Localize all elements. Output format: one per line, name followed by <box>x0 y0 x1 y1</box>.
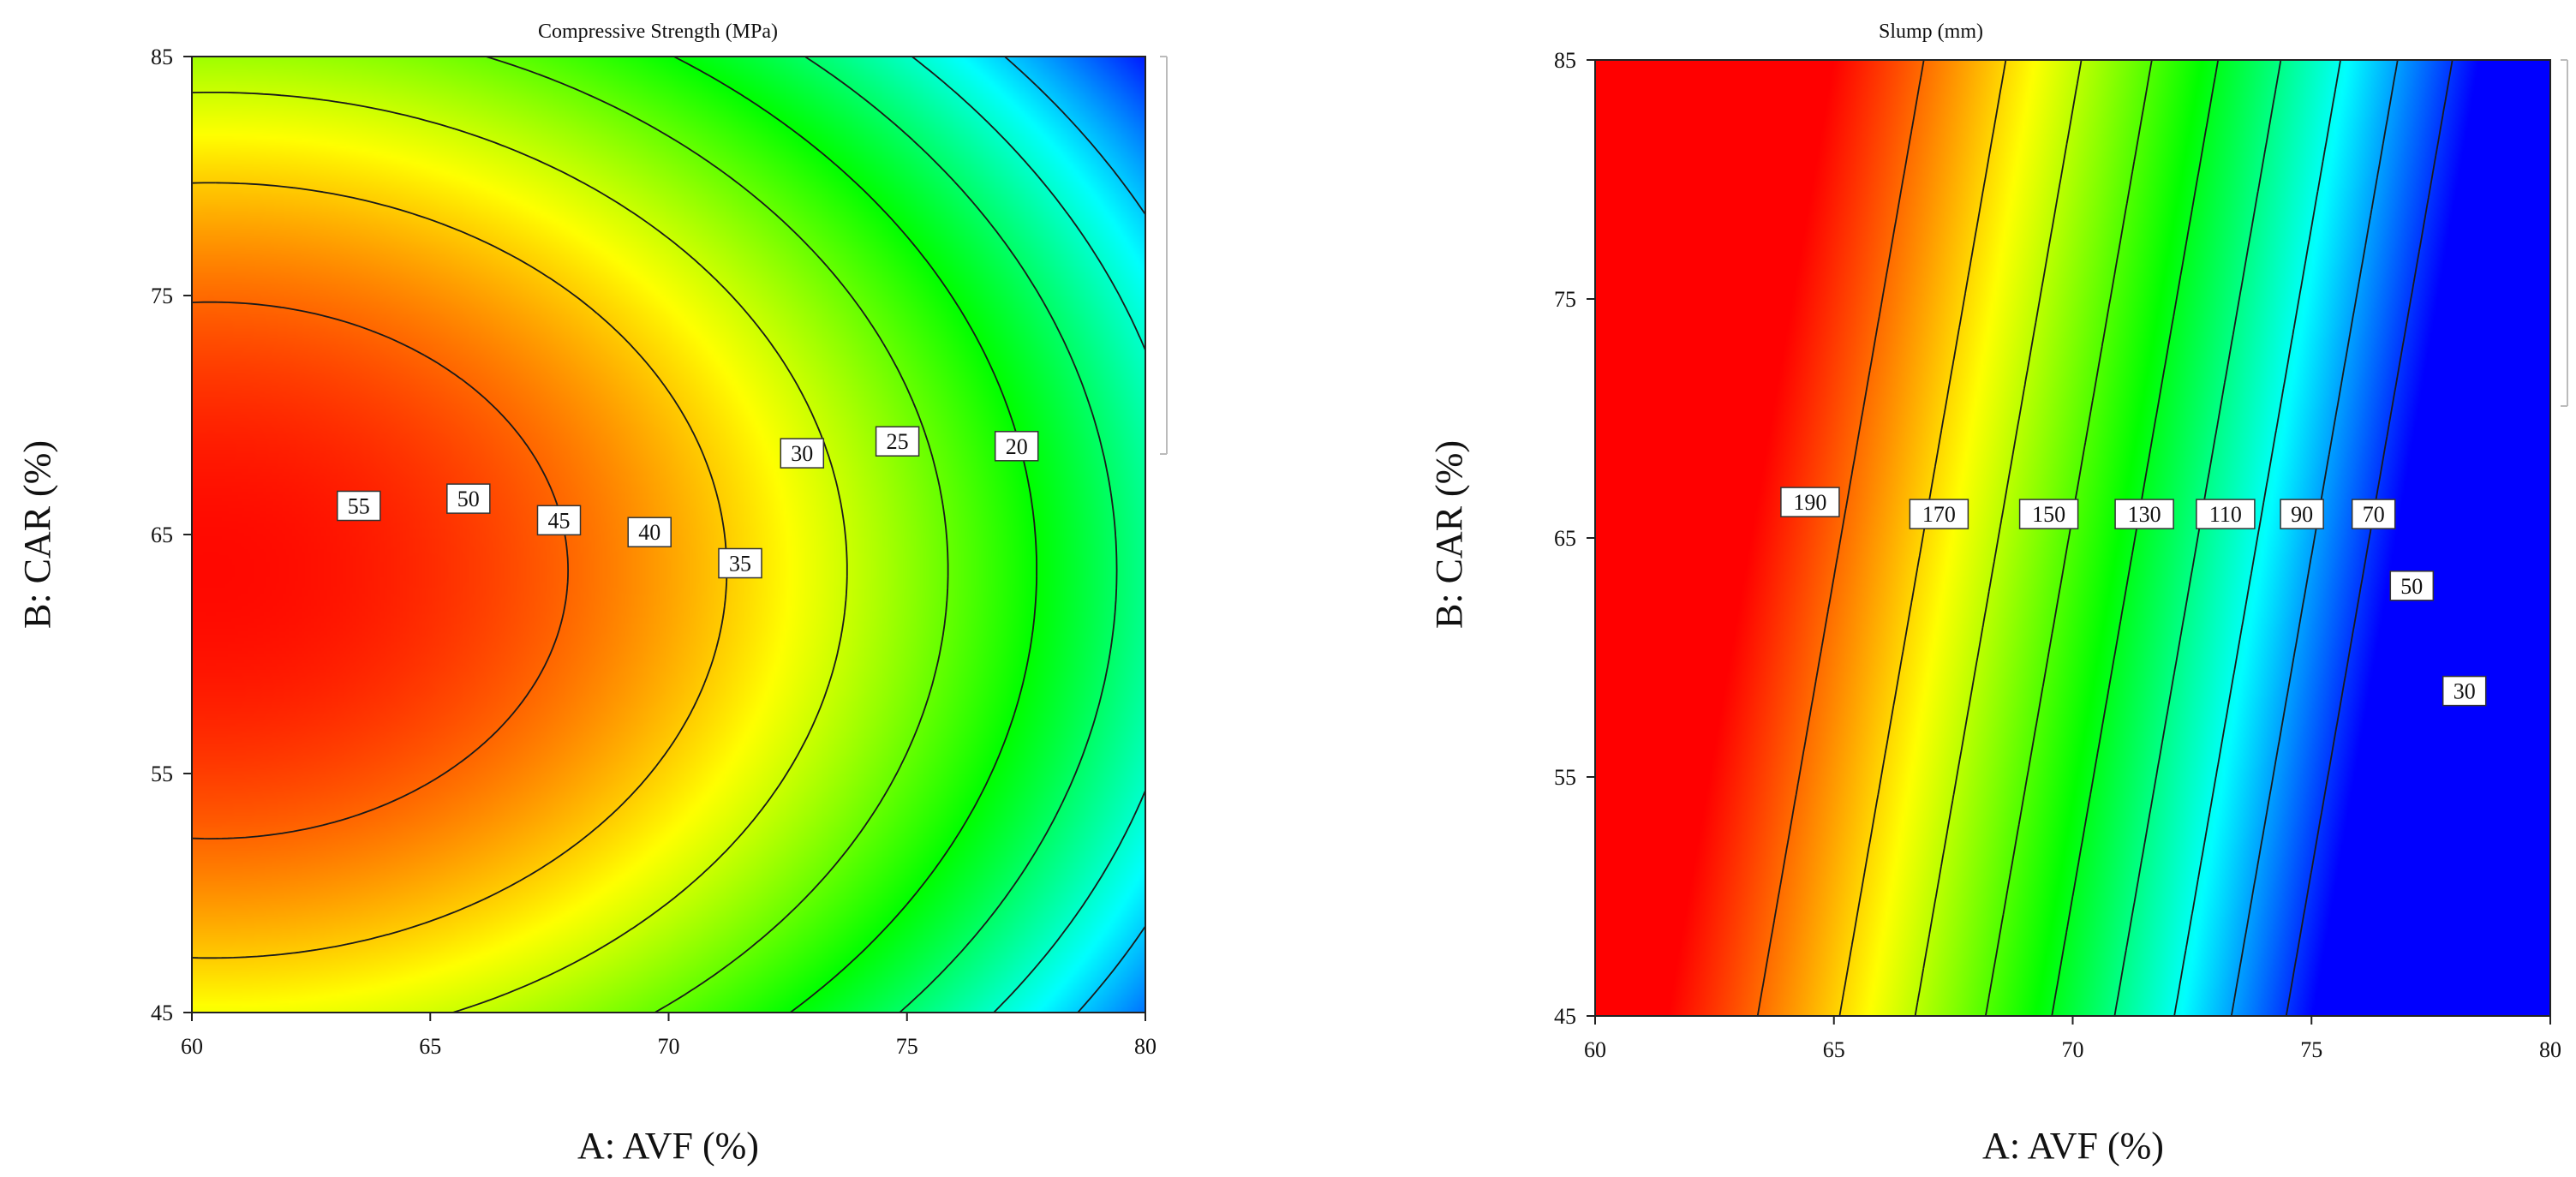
x-axis-label: A: AVF (%) <box>577 1125 759 1167</box>
contour-label: 30 <box>780 438 825 469</box>
y-tick-label: 45 <box>151 1001 173 1025</box>
contour-label: 190 <box>1780 487 1840 517</box>
x-ticks: 60 65 70 75 80 <box>181 1013 1157 1059</box>
x-tick-label: 80 <box>2539 1037 2561 1062</box>
contour-label-text: 30 <box>791 441 813 466</box>
contour-line-150 <box>1914 59 2083 1017</box>
contour-label-text: 40 <box>638 520 660 545</box>
y-axis-label: B: CAR (%) <box>1428 440 1470 629</box>
x-tick-label: 75 <box>2300 1037 2322 1062</box>
contour-label: 110 <box>2196 499 2256 529</box>
y-tick-label: 55 <box>151 762 173 786</box>
contour-labels: 190 170 150 130 110 90 70 50 30 <box>1780 487 2487 707</box>
contour-line-35 <box>673 56 1037 1013</box>
contour-label-text: 150 <box>2032 502 2065 527</box>
contour-label-text: 110 <box>2209 502 2242 527</box>
contour-label-text: 190 <box>1793 490 1826 515</box>
y-ticks: 45 55 65 75 85 <box>151 45 192 1025</box>
contour-label: 90 <box>2280 499 2324 529</box>
contour-label-text: 25 <box>887 429 909 454</box>
x-axis-label: A: AVF (%) <box>1982 1125 2164 1167</box>
contour-label: 150 <box>2018 499 2079 529</box>
contour-label: 70 <box>2351 499 2396 529</box>
colorbar-partial <box>2561 59 2568 407</box>
y-axis-label: B: CAR (%) <box>16 440 58 629</box>
contour-line-30 <box>2285 59 2453 1017</box>
contour-line-90 <box>2113 59 2282 1017</box>
contour-label-text: 35 <box>729 552 751 577</box>
contour-label-text: 90 <box>2291 502 2313 527</box>
y-tick-label: 45 <box>1554 1004 1576 1029</box>
contour-label-text: 20 <box>1006 434 1028 459</box>
y-tick-label: 65 <box>1554 526 1576 551</box>
contour-label: 35 <box>718 547 762 579</box>
contour-line-50 <box>2230 59 2399 1017</box>
contour-label-text: 70 <box>2363 502 2385 527</box>
contour-lines <box>191 56 1146 1013</box>
contour-label: 25 <box>875 426 920 457</box>
slump-panel: Slump (mm) 190 170 150 130 110 90 70 50 30 60 65 7… <box>1428 21 2568 1167</box>
contour-label: 30 <box>2442 675 2487 707</box>
compressive-strength-panel: Compressive Strength (MPa) 55 50 45 40 35 30 2… <box>16 21 1168 1167</box>
x-tick-label: 75 <box>896 1034 918 1059</box>
contour-label-text: 170 <box>1922 502 1956 527</box>
contour-label: 130 <box>2114 499 2174 529</box>
contour-line-130 <box>1984 59 2153 1017</box>
contour-label-text: 30 <box>2453 679 2476 704</box>
y-tick-label: 75 <box>1554 287 1576 312</box>
y-tick-label: 85 <box>1554 48 1576 73</box>
contour-label-text: 130 <box>2128 502 2161 527</box>
contour-label: 55 <box>337 490 381 522</box>
contour-label: 40 <box>627 517 672 547</box>
y-tick-label: 75 <box>151 284 173 308</box>
x-tick-label: 70 <box>2062 1037 2084 1062</box>
contour-label-text: 50 <box>457 487 480 511</box>
contour-line-190 <box>1756 59 1925 1017</box>
contour-labels: 55 50 45 40 35 30 25 20 <box>337 426 1039 579</box>
contour-line-25 <box>911 56 1146 1013</box>
contour-label: 20 <box>994 431 1039 462</box>
y-tick-label: 85 <box>151 45 173 69</box>
contour-line-110 <box>2051 59 2220 1017</box>
x-tick-label: 65 <box>419 1034 441 1059</box>
x-tick-label: 60 <box>1584 1037 1606 1062</box>
contour-label: 45 <box>536 505 582 536</box>
contour-heatmap <box>1595 60 2550 1016</box>
y-ticks: 45 55 65 75 85 <box>1554 48 1595 1029</box>
x-ticks: 60 65 70 75 80 <box>1584 1016 2561 1062</box>
contour-label-text: 50 <box>2400 574 2423 599</box>
x-tick-label: 80 <box>1134 1034 1157 1059</box>
x-tick-label: 70 <box>658 1034 680 1059</box>
contour-line-50 <box>191 182 728 959</box>
chart-title: Slump (mm) <box>1879 21 1983 43</box>
chart-title: Compressive Strength (MPa) <box>538 21 778 43</box>
contour-label: 50 <box>2389 571 2435 601</box>
contour-label: 170 <box>1909 499 1969 529</box>
y-tick-label: 65 <box>151 523 173 547</box>
contour-line-70 <box>2173 59 2341 1017</box>
y-tick-label: 55 <box>1554 765 1576 790</box>
x-tick-label: 65 <box>1823 1037 1845 1062</box>
colorbar-partial <box>1160 56 1168 455</box>
contour-label: 50 <box>446 483 491 514</box>
contour-label-text: 45 <box>548 508 571 533</box>
contour-label-text: 55 <box>348 494 370 519</box>
x-tick-label: 60 <box>181 1034 203 1059</box>
